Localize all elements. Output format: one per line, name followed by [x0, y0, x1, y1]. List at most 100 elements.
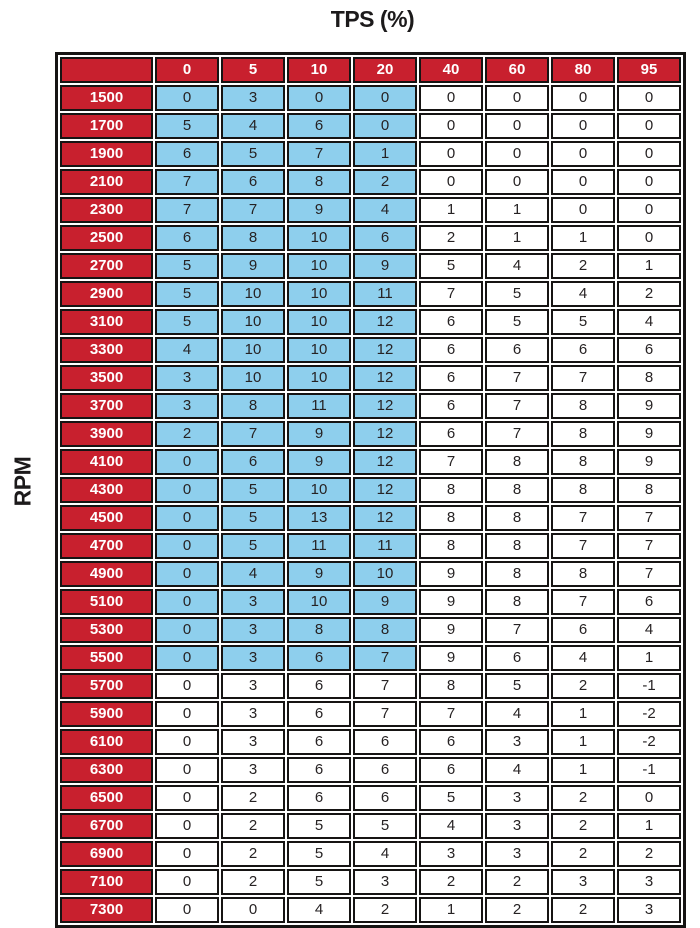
table-cell: 0: [551, 197, 615, 223]
table-row: 1900 6 5 7 1 0 0 0 0: [60, 141, 681, 167]
table-cell: 8: [353, 617, 417, 643]
table-cell: 0: [155, 729, 219, 755]
table-row: 7100 0 2 5 3 2 2 3 3: [60, 869, 681, 895]
table-cell: 0: [155, 85, 219, 111]
table-cell: 0: [617, 785, 681, 811]
table-cell: 6: [287, 757, 351, 783]
table-cell: 8: [221, 393, 285, 419]
table-cell: 0: [551, 141, 615, 167]
col-header-tps: 80: [551, 57, 615, 83]
table-cell: 1: [551, 701, 615, 727]
table-cell: 0: [617, 113, 681, 139]
table-cell: 3: [419, 841, 483, 867]
table-cell: 7: [287, 141, 351, 167]
table-row: 7300 0 0 4 2 1 2 2 3: [60, 897, 681, 923]
table-row: 6300 0 3 6 6 6 4 1 -1: [60, 757, 681, 783]
table-cell: 6: [287, 113, 351, 139]
table-cell: 7: [551, 533, 615, 559]
col-header-tps: 40: [419, 57, 483, 83]
table-cell: 4: [221, 113, 285, 139]
row-header-rpm: 5500: [60, 645, 153, 671]
row-header-rpm: 4100: [60, 449, 153, 475]
table-cell: 8: [551, 449, 615, 475]
table-cell: 9: [617, 449, 681, 475]
row-header-rpm: 6700: [60, 813, 153, 839]
table-cell: 2: [485, 869, 549, 895]
table-cell: 0: [155, 757, 219, 783]
table-cell: 6: [617, 337, 681, 363]
table-cell: 7: [155, 169, 219, 195]
table-cell: 4: [551, 281, 615, 307]
table-cell: 4: [353, 841, 417, 867]
table-cell: 8: [419, 673, 483, 699]
table-cell: 0: [419, 141, 483, 167]
table-cell: 9: [221, 253, 285, 279]
table-cell: 3: [485, 841, 549, 867]
table-cell: 5: [485, 673, 549, 699]
table-row: 4700 0 5 11 11 8 8 7 7: [60, 533, 681, 559]
table-cell: 0: [155, 897, 219, 923]
table-row: 2900 5 10 10 11 7 5 4 2: [60, 281, 681, 307]
table-cell: 10: [353, 561, 417, 587]
table-row: 3500 3 10 10 12 6 7 7 8: [60, 365, 681, 391]
table-cell: 7: [419, 701, 483, 727]
table-cell: 7: [353, 673, 417, 699]
row-header-rpm: 5900: [60, 701, 153, 727]
table-cell: 7: [617, 561, 681, 587]
table-cell: 9: [287, 449, 351, 475]
table-row: 5700 0 3 6 7 8 5 2 -1: [60, 673, 681, 699]
table-cell: 1: [551, 729, 615, 755]
table-cell: 9: [353, 589, 417, 615]
table-row: 3700 3 8 11 12 6 7 8 9: [60, 393, 681, 419]
row-header-rpm: 5700: [60, 673, 153, 699]
table-cell: 1: [485, 197, 549, 223]
table-cell: 6: [551, 337, 615, 363]
table-row: 4100 0 6 9 12 7 8 8 9: [60, 449, 681, 475]
table-cell: 10: [287, 589, 351, 615]
table-cell: 7: [485, 421, 549, 447]
table-cell: 7: [617, 505, 681, 531]
table-cell: -1: [617, 673, 681, 699]
table-row: 2700 5 9 10 9 5 4 2 1: [60, 253, 681, 279]
table-cell: 7: [419, 449, 483, 475]
table-cell: 10: [221, 337, 285, 363]
table-row: 1700 5 4 6 0 0 0 0 0: [60, 113, 681, 139]
table-cell: 3: [221, 589, 285, 615]
table-cell: 0: [155, 785, 219, 811]
table-cell: 5: [485, 281, 549, 307]
table-cell: 12: [353, 365, 417, 391]
table-cell: 6: [419, 309, 483, 335]
table-cell: 5: [287, 841, 351, 867]
row-header-rpm: 5100: [60, 589, 153, 615]
row-header-rpm: 1500: [60, 85, 153, 111]
row-header-rpm: 3300: [60, 337, 153, 363]
table-cell: 9: [287, 421, 351, 447]
table-cell: 10: [287, 253, 351, 279]
table-cell: 0: [551, 85, 615, 111]
table-cell: 1: [617, 645, 681, 671]
corner-cell: [60, 57, 153, 83]
table-cell: 6: [419, 757, 483, 783]
table-cell: 4: [287, 897, 351, 923]
table-cell: 2: [617, 281, 681, 307]
table-cell: 4: [485, 253, 549, 279]
table-cell: 0: [155, 533, 219, 559]
table-cell: 11: [353, 281, 417, 307]
table-cell: 5: [155, 281, 219, 307]
table-cell: 1: [485, 225, 549, 251]
table-cell: 2: [551, 897, 615, 923]
row-header-rpm: 2900: [60, 281, 153, 307]
table-cell: 8: [485, 533, 549, 559]
table-row: 3300 4 10 10 12 6 6 6 6: [60, 337, 681, 363]
table-cell: 7: [155, 197, 219, 223]
table-row: 6700 0 2 5 5 4 3 2 1: [60, 813, 681, 839]
table-cell: 1: [551, 225, 615, 251]
table-cell: 0: [353, 85, 417, 111]
row-header-rpm: 4500: [60, 505, 153, 531]
table-cell: 6: [155, 225, 219, 251]
table-cell: -2: [617, 729, 681, 755]
table-body: 1500 0 3 0 0 0 0 0 0 1700 5 4 6 0 0 0 0 0 1900 6 5 7 1 0 0 0 0 2100…: [60, 85, 681, 923]
table-cell: 9: [419, 645, 483, 671]
table-cell: 3: [221, 673, 285, 699]
table-cell: 8: [419, 505, 483, 531]
